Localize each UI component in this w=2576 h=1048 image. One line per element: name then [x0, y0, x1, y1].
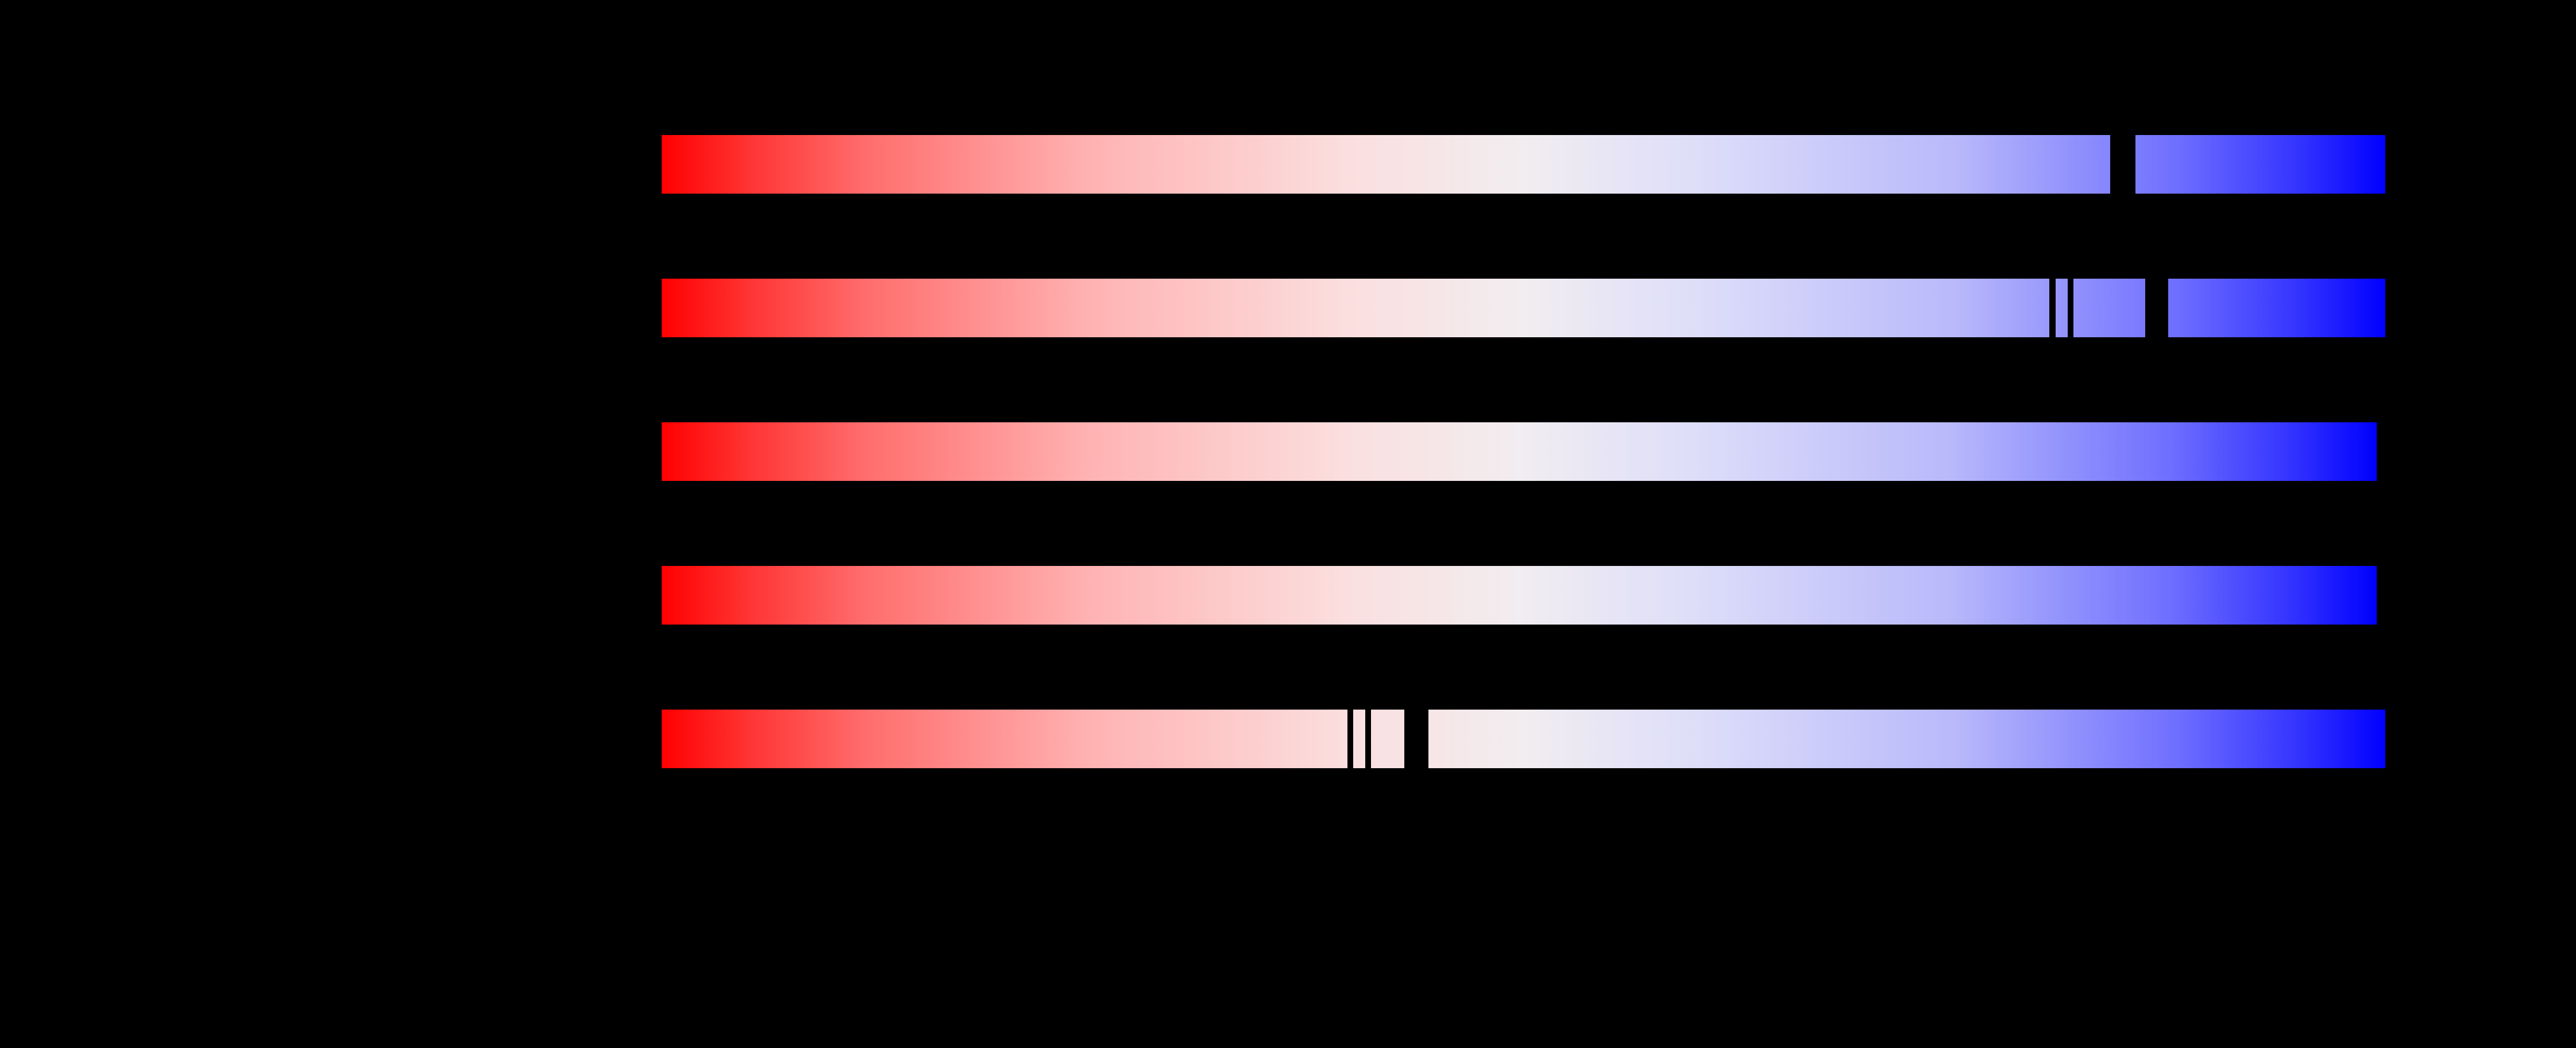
gradient-bar-row-5	[662, 709, 2385, 769]
bar-gap	[2145, 278, 2168, 338]
gradient-bar-row-4	[662, 566, 2377, 625]
gradient-bar-row-3	[662, 422, 2377, 481]
gradient-bar-row-1	[662, 134, 2385, 194]
bar-gap	[1365, 709, 1371, 769]
gradient-bar-row-2	[662, 278, 2385, 338]
bar-gap	[2068, 278, 2073, 338]
bar-gap	[2049, 278, 2056, 338]
bar-gap	[1347, 709, 1353, 769]
bar-gap	[1404, 709, 1428, 769]
bar-gap	[2110, 134, 2135, 194]
